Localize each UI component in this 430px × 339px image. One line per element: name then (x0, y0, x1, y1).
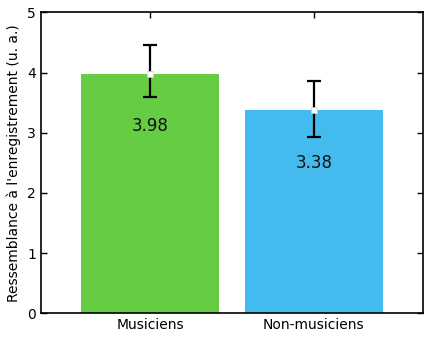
Y-axis label: Ressemblance à l'enregistrement (u. a.): Ressemblance à l'enregistrement (u. a.) (7, 24, 22, 302)
Text: 3.38: 3.38 (295, 154, 332, 172)
Bar (81, 74, 219, 313)
Text: 3.98: 3.98 (132, 118, 169, 136)
Bar (245, 110, 383, 313)
